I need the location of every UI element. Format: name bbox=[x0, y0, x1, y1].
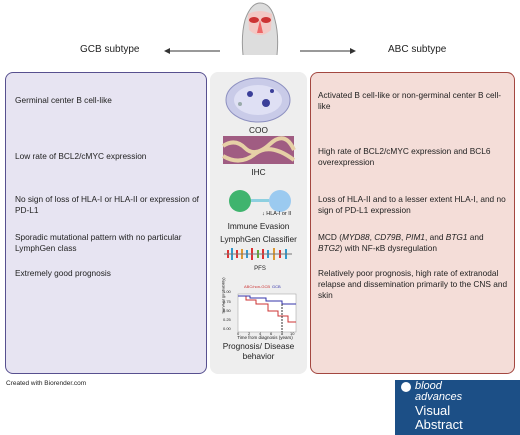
text: and bbox=[467, 232, 484, 242]
km-title: PFS bbox=[254, 266, 266, 272]
text: , bbox=[401, 232, 406, 242]
km-y-tick: 1.00 bbox=[223, 289, 231, 294]
gcb-row: Sporadic mutational pattern with no part… bbox=[15, 232, 182, 253]
center-label: Prognosis/ Disease behavior bbox=[222, 341, 295, 361]
journal-logo: blood advances Visual Abstract bbox=[395, 380, 520, 435]
head-icon bbox=[241, 2, 279, 55]
km-y-tick: 0.25 bbox=[223, 317, 231, 322]
gcb-row: Extremely good prognosis bbox=[15, 268, 111, 278]
center-label: COO bbox=[249, 125, 268, 135]
hla-note: ↓ HLA-I or II bbox=[262, 211, 292, 217]
gcb-row: Germinal center B cell-like bbox=[15, 95, 112, 105]
logo-text: advances bbox=[415, 391, 463, 403]
km-x-label: Time from diagnosis (years) bbox=[237, 335, 293, 340]
credit: Created with Biorender.com bbox=[6, 380, 87, 387]
logo-dot bbox=[401, 382, 411, 392]
right-label: ABC subtype bbox=[388, 44, 447, 55]
text: ) with NF-κB dysregulation bbox=[339, 243, 437, 253]
km-y-label: Survival (probability) bbox=[220, 277, 226, 314]
km-x-tick: 8 bbox=[281, 331, 284, 336]
center-label: LymphGen Classifier bbox=[220, 234, 297, 244]
abc-row: Loss of HLA-II and to a lesser extent HL… bbox=[318, 194, 506, 215]
gene: PIM1 bbox=[405, 232, 426, 242]
gene: BTG1 bbox=[445, 232, 468, 242]
center-label: IHC bbox=[251, 167, 266, 177]
left-label: GCB subtype bbox=[80, 44, 140, 55]
text: , bbox=[369, 232, 375, 242]
km-x-tick: 0 bbox=[237, 331, 240, 336]
km-y-tick: 0.75 bbox=[223, 299, 231, 304]
text: MCD ( bbox=[318, 232, 342, 242]
abc-row: Relatively poor prognosis, high rate of … bbox=[318, 268, 508, 300]
logo-text: Visual bbox=[415, 403, 451, 418]
gcb-panel bbox=[5, 72, 207, 374]
abc-row: Activated B cell-like or non-germinal ce… bbox=[318, 90, 502, 111]
km-x-tick: 2 bbox=[248, 331, 251, 336]
gene: CD79B bbox=[374, 232, 402, 242]
gene: BTG2 bbox=[318, 243, 340, 253]
gene: MYD88 bbox=[341, 232, 370, 242]
km-x-tick: 6 bbox=[270, 331, 273, 336]
km-x-tick: 10 bbox=[290, 331, 295, 336]
abc-row: MCD (MYD88, CD79B, PIM1, and BTG1 and BT… bbox=[318, 232, 510, 254]
text: , and bbox=[425, 232, 446, 242]
km-ticks: 1.00 0.75 0.50 0.25 0.00 0 2 4 6 8 10 bbox=[223, 289, 295, 336]
gcb-row: Low rate of BCL2/cMYC expression bbox=[15, 151, 147, 161]
arrows bbox=[164, 48, 356, 54]
logo-text: Abstract bbox=[415, 417, 463, 432]
gcb-row: No sign of loss of HLA-I or HLA-II or ex… bbox=[15, 194, 199, 215]
km-y-tick: 0.00 bbox=[223, 326, 231, 331]
center-icons bbox=[221, 77, 297, 333]
km-y-tick: 0.50 bbox=[223, 308, 231, 313]
abc-panel bbox=[310, 72, 515, 374]
center-label: Immune Evasion bbox=[227, 221, 290, 231]
km-legend: ABC/non-GCB bbox=[244, 284, 271, 289]
abc-row: High rate of BCL2/cMYC expression and BC… bbox=[318, 146, 491, 167]
km-legend: GCB bbox=[272, 284, 281, 289]
logo-text: blood bbox=[415, 380, 442, 392]
km-x-tick: 4 bbox=[259, 331, 262, 336]
